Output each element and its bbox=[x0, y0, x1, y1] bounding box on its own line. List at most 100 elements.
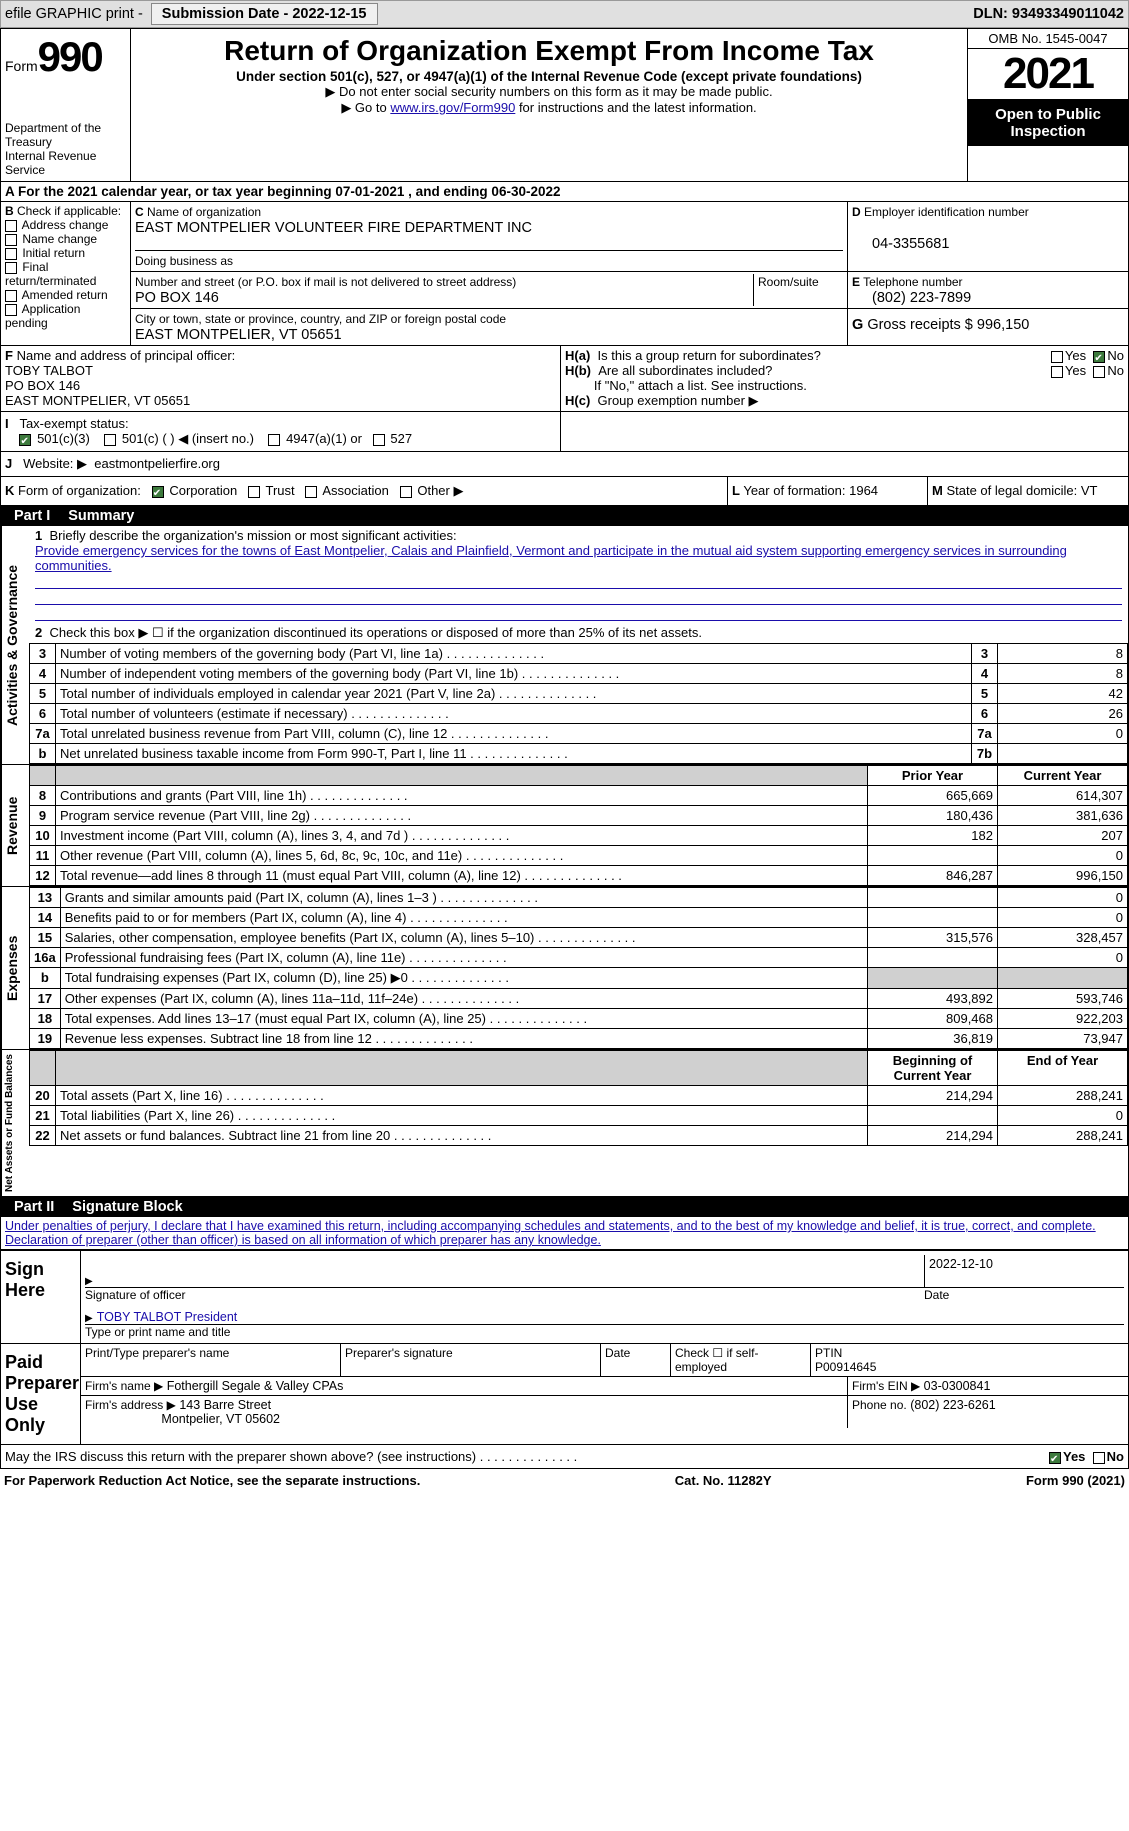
g-label: Gross receipts $ bbox=[867, 317, 973, 333]
current-val: 996,150 bbox=[998, 866, 1128, 886]
i-opt3: 4947(a)(1) or bbox=[286, 431, 362, 446]
line2: Check this box ▶ ☐ if the organization d… bbox=[49, 625, 702, 640]
current-val: 328,457 bbox=[998, 928, 1128, 948]
line-label: Total number of individuals employed in … bbox=[56, 684, 972, 704]
hb-no: No bbox=[1107, 363, 1124, 378]
b-title: Check if applicable: bbox=[17, 204, 121, 218]
line-label: Number of voting members of the governin… bbox=[56, 644, 972, 664]
prior-val: 214,294 bbox=[868, 1086, 998, 1106]
prior-val bbox=[868, 888, 998, 908]
cb-corp[interactable] bbox=[152, 486, 164, 498]
cb-initial[interactable] bbox=[5, 248, 17, 260]
current-year-hdr: Current Year bbox=[998, 766, 1128, 786]
j-label: Website: ▶ bbox=[23, 456, 87, 471]
line-label: Other expenses (Part IX, column (A), lin… bbox=[60, 989, 867, 1009]
self-employed: Check ☐ if self-employed bbox=[671, 1344, 811, 1376]
irs: Internal Revenue Service bbox=[5, 149, 126, 177]
line-no: 7a bbox=[30, 724, 56, 744]
d-label: Employer identification number bbox=[864, 205, 1029, 219]
irs-link[interactable]: www.irs.gov/Form990 bbox=[390, 100, 515, 115]
discuss-label: May the IRS discuss this return with the… bbox=[5, 1449, 476, 1464]
omb-number: OMB No. 1545-0047 bbox=[968, 29, 1128, 49]
cb-hb-no[interactable] bbox=[1093, 366, 1105, 378]
cb-amended[interactable] bbox=[5, 290, 17, 302]
line-label: Total liabilities (Part X, line 26) bbox=[56, 1106, 868, 1126]
phone: (802) 223-7899 bbox=[852, 290, 971, 306]
b-opt-1: Name change bbox=[22, 232, 97, 246]
mission-text: Provide emergency services for the towns… bbox=[35, 543, 1067, 573]
line-no: 10 bbox=[30, 826, 56, 846]
tax-period: A For the 2021 calendar year, or tax yea… bbox=[0, 182, 1129, 202]
city-state-zip: EAST MONTPELIER, VT 05651 bbox=[135, 327, 342, 343]
cb-501c3[interactable] bbox=[19, 434, 31, 446]
cb-4947[interactable] bbox=[268, 434, 280, 446]
current-val: 207 bbox=[998, 826, 1128, 846]
side-exp: Expenses bbox=[1, 887, 29, 1049]
prior-val: 665,669 bbox=[868, 786, 998, 806]
line-no: 20 bbox=[30, 1086, 56, 1106]
cb-trust[interactable] bbox=[248, 486, 260, 498]
line-label: Number of independent voting members of … bbox=[56, 664, 972, 684]
prior-val: 315,576 bbox=[868, 928, 998, 948]
line-label: Total number of volunteers (estimate if … bbox=[56, 704, 972, 724]
line-label: Program service revenue (Part VIII, line… bbox=[56, 806, 868, 826]
line-no: 14 bbox=[30, 908, 61, 928]
i-opt4: 527 bbox=[390, 431, 412, 446]
form-subtitle: Under section 501(c), 527, or 4947(a)(1)… bbox=[141, 69, 957, 84]
b-opt-3: Final return/terminated bbox=[5, 260, 96, 288]
cb-ha-no[interactable] bbox=[1093, 351, 1105, 363]
cb-other[interactable] bbox=[400, 486, 412, 498]
line-no: 21 bbox=[30, 1106, 56, 1126]
cb-pending[interactable] bbox=[5, 304, 17, 316]
line1-label: Briefly describe the organization's miss… bbox=[49, 528, 456, 543]
firm-name: Fothergill Segale & Valley CPAs bbox=[167, 1379, 344, 1393]
cb-name-change[interactable] bbox=[5, 234, 17, 246]
b-opt-0: Address change bbox=[22, 218, 109, 232]
line-no: 3 bbox=[30, 644, 56, 664]
efile-label: efile GRAPHIC print - bbox=[5, 6, 143, 22]
line-no: 8 bbox=[30, 786, 56, 806]
firm-city: Montpelier, VT 05602 bbox=[161, 1412, 280, 1426]
officer-addr: PO BOX 146 bbox=[5, 378, 80, 393]
klm-row: K Form of organization: Corporation Trus… bbox=[0, 477, 1129, 506]
part1-header: Part I Summary bbox=[0, 506, 1129, 526]
street-address: PO BOX 146 bbox=[135, 290, 219, 306]
cb-527[interactable] bbox=[373, 434, 385, 446]
k-trust: Trust bbox=[266, 483, 295, 498]
ha-no: No bbox=[1107, 348, 1124, 363]
firm-addr: 143 Barre Street bbox=[179, 1398, 271, 1412]
cb-final[interactable] bbox=[5, 262, 17, 274]
form-note2: ▶ Go to www.irs.gov/Form990 for instruct… bbox=[141, 100, 957, 116]
line-label: Benefits paid to or for members (Part IX… bbox=[60, 908, 867, 928]
officer-name: TOBY TALBOT bbox=[5, 363, 93, 378]
line-no: 12 bbox=[30, 866, 56, 886]
prior-val: 809,468 bbox=[868, 1009, 998, 1029]
netassets-table: Beginning of Current YearEnd of Year 20T… bbox=[29, 1050, 1128, 1146]
line-label: Net unrelated business taxable income fr… bbox=[56, 744, 972, 764]
form-number: 990 bbox=[38, 33, 102, 80]
firm-phone-label: Phone no. bbox=[852, 1398, 907, 1412]
current-val: 614,307 bbox=[998, 786, 1128, 806]
sign-here: Sign Here bbox=[1, 1251, 81, 1343]
cb-hb-yes[interactable] bbox=[1051, 366, 1063, 378]
prior-val bbox=[868, 846, 998, 866]
current-val: 593,746 bbox=[998, 989, 1128, 1009]
cb-discuss-yes[interactable] bbox=[1049, 1452, 1061, 1464]
cb-501c[interactable] bbox=[104, 434, 116, 446]
current-val: 73,947 bbox=[998, 1029, 1128, 1049]
cb-ha-yes[interactable] bbox=[1051, 351, 1063, 363]
line-box: 6 bbox=[972, 704, 998, 724]
signature-block: Sign Here 2022-12-10 Signature of office… bbox=[0, 1250, 1129, 1445]
cb-address-change[interactable] bbox=[5, 220, 17, 232]
f-label: Name and address of principal officer: bbox=[17, 348, 236, 363]
cb-discuss-no[interactable] bbox=[1093, 1452, 1105, 1464]
prior-val: 182 bbox=[868, 826, 998, 846]
efile-header: efile GRAPHIC print - Submission Date - … bbox=[0, 0, 1129, 28]
line-no: 5 bbox=[30, 684, 56, 704]
footer-left: For Paperwork Reduction Act Notice, see … bbox=[4, 1473, 420, 1488]
i-label: Tax-exempt status: bbox=[19, 416, 128, 431]
cb-assoc[interactable] bbox=[305, 486, 317, 498]
hb-yes: Yes bbox=[1065, 363, 1086, 378]
part2-title: Signature Block bbox=[72, 1199, 182, 1215]
current-val: 288,241 bbox=[998, 1126, 1128, 1146]
